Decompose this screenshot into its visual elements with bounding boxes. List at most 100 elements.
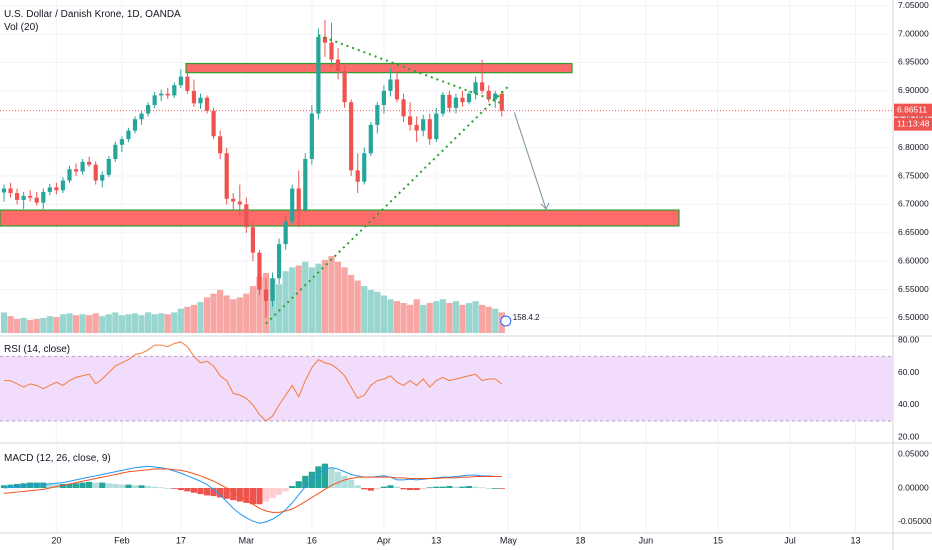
macd-histogram-bar <box>374 488 381 490</box>
volume-bar <box>315 263 322 333</box>
macd-histogram-bar <box>328 467 335 488</box>
candle-body <box>8 188 13 194</box>
macd-histogram-bar <box>210 488 217 497</box>
price-tag-bg <box>894 103 932 117</box>
descending-trendline <box>318 34 503 105</box>
price-tick-label: 6.55000 <box>898 284 929 294</box>
price-tick-label: 6.90000 <box>898 85 929 95</box>
candle-body <box>375 105 380 125</box>
rsi-tick-label: 80.00 <box>898 334 920 344</box>
candle-body <box>388 79 393 91</box>
candle-body <box>28 195 33 198</box>
volume-bar <box>79 314 86 333</box>
macd-histogram-bar <box>452 486 460 488</box>
rsi-label[interactable]: RSI (14, close) <box>4 344 71 355</box>
candle-body <box>1 188 7 193</box>
volume-bar <box>413 299 420 333</box>
volume-bar <box>177 308 184 333</box>
volume-bar <box>210 293 217 333</box>
volume-bar <box>131 313 139 333</box>
candle-body <box>394 79 400 100</box>
candle-body <box>231 198 236 202</box>
candle-body <box>329 42 334 60</box>
candle-body <box>499 93 504 111</box>
macd-histogram-bar <box>164 488 171 489</box>
candle-body <box>73 169 79 172</box>
candle-body <box>277 244 282 279</box>
macd-histogram-bar <box>400 488 407 490</box>
candle-body <box>362 153 367 182</box>
volume-bar <box>243 293 250 333</box>
candle-body <box>316 36 321 114</box>
candle-body <box>355 170 360 182</box>
candle-body <box>113 144 118 159</box>
chart-title[interactable]: U.S. Dollar / Danish Krone, 1D, OANDA <box>4 9 181 20</box>
volume-bar <box>33 318 40 333</box>
candle-body <box>54 187 59 191</box>
macd-histogram-bar <box>217 488 224 498</box>
macd-histogram-bar <box>282 488 289 492</box>
candle-body <box>100 174 105 181</box>
volume-bar <box>112 312 119 333</box>
rsi-line <box>4 341 503 422</box>
macd-histogram-bar <box>59 483 67 488</box>
candle-body <box>132 119 138 131</box>
trendlines <box>265 34 550 325</box>
macd-histogram-bar <box>243 488 250 503</box>
volume-bar <box>230 299 237 333</box>
candle-body <box>218 136 223 154</box>
macd-histogram-bar <box>446 485 453 488</box>
volume-bar <box>184 306 191 333</box>
support-zone <box>0 209 680 227</box>
rsi-tick-label: 60.00 <box>898 367 920 377</box>
candle-body <box>257 252 262 290</box>
rsi-legend[interactable]: RSI (14, close) <box>4 343 70 356</box>
macd-tick-label: -0.05000 <box>898 516 932 526</box>
price-tag-countdown: 11:13:48 <box>897 118 930 128</box>
candle-body <box>67 169 72 181</box>
macd-legend[interactable]: MACD (12, 26, close, 9) <box>4 452 111 465</box>
volume-label[interactable]: Vol (20) <box>4 22 39 33</box>
volume-bar <box>138 315 145 333</box>
volume-bar <box>492 308 499 333</box>
candle-body <box>290 188 295 222</box>
time-axis-label: 18 <box>575 535 585 545</box>
volume-bar <box>341 267 348 333</box>
candle-body <box>421 119 426 131</box>
volume-bar <box>387 299 394 333</box>
candle-body <box>342 70 347 103</box>
volume-bar <box>46 316 53 333</box>
volume-bar <box>158 313 165 333</box>
candle-body <box>408 116 413 125</box>
macd-pane: 0.05000 0.00000 -0.05000 <box>0 448 932 526</box>
macd-histogram-bar <box>197 488 204 495</box>
candle-body <box>453 97 459 108</box>
volume-bar <box>485 306 492 333</box>
volume-bar <box>348 274 355 333</box>
price-pane-legend: U.S. Dollar / Danish Krone, 1D, OANDA Vo… <box>4 8 181 34</box>
macd-histogram-bar <box>223 488 230 499</box>
candle-body <box>486 90 491 100</box>
volume-bar <box>256 276 263 333</box>
candle-body <box>414 124 419 131</box>
macd-label[interactable]: MACD (12, 26, close, 9) <box>4 453 111 464</box>
volume-bar <box>367 289 374 333</box>
time-axis-label: 17 <box>176 535 186 545</box>
volume-bar <box>393 301 401 333</box>
projection-arrow-head <box>540 202 550 210</box>
volume-bar <box>190 304 198 333</box>
price-tick-label: 6.65000 <box>898 227 929 237</box>
macd-histogram-bar <box>79 482 86 488</box>
macd-histogram-bar <box>158 487 165 489</box>
candle-body <box>460 97 465 103</box>
price-tick-label: 6.70000 <box>898 199 929 209</box>
macd-histogram-bar <box>492 488 499 489</box>
macd-histogram-bar <box>145 485 152 488</box>
time-axis-label: May <box>500 535 518 545</box>
candle-body <box>447 94 452 108</box>
macd-histogram-bar <box>289 485 296 488</box>
volume-bar <box>72 315 80 333</box>
candle-series <box>1 19 504 318</box>
